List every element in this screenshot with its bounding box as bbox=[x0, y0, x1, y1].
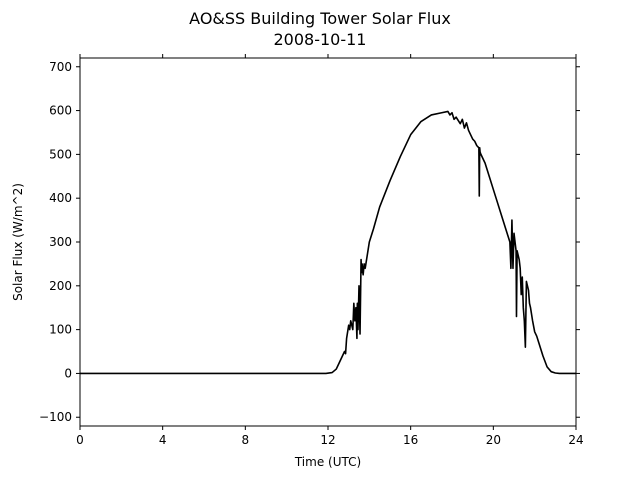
plot-area bbox=[79, 57, 577, 427]
chart-subtitle: 2008-10-11 bbox=[274, 30, 367, 49]
y-tick-label: 600 bbox=[49, 104, 72, 118]
chart-title: AO&SS Building Tower Solar Flux bbox=[189, 9, 451, 28]
x-tick-label: 0 bbox=[76, 433, 84, 447]
x-tick-label: 20 bbox=[486, 433, 501, 447]
y-tick-label: 700 bbox=[49, 60, 72, 74]
x-axis-label: Time (UTC) bbox=[294, 455, 361, 469]
axes-frame bbox=[79, 57, 577, 427]
x-tick-label: 12 bbox=[320, 433, 335, 447]
y-tick-label: 300 bbox=[49, 235, 72, 249]
x-tick-label: 8 bbox=[242, 433, 250, 447]
y-axis-label: Solar Flux (W/m^2) bbox=[11, 183, 25, 301]
x-tick-label: 16 bbox=[403, 433, 418, 447]
y-tick-label: 400 bbox=[49, 191, 72, 205]
y-tick-label: 100 bbox=[49, 323, 72, 337]
x-axis-ticks: 0 4 8 12 16 20 24 bbox=[76, 54, 584, 447]
series-line-0 bbox=[80, 110, 576, 375]
y-tick-label: 0 bbox=[64, 366, 72, 380]
y-tick-label: 200 bbox=[49, 279, 72, 293]
x-tick-label: 24 bbox=[568, 433, 583, 447]
y-tick-label: −100 bbox=[39, 410, 72, 424]
x-tick-label: 4 bbox=[159, 433, 167, 447]
y-axis-ticks: −100 0 100 200 300 400 500 600 700 bbox=[39, 60, 580, 424]
y-tick-label: 500 bbox=[49, 147, 72, 161]
